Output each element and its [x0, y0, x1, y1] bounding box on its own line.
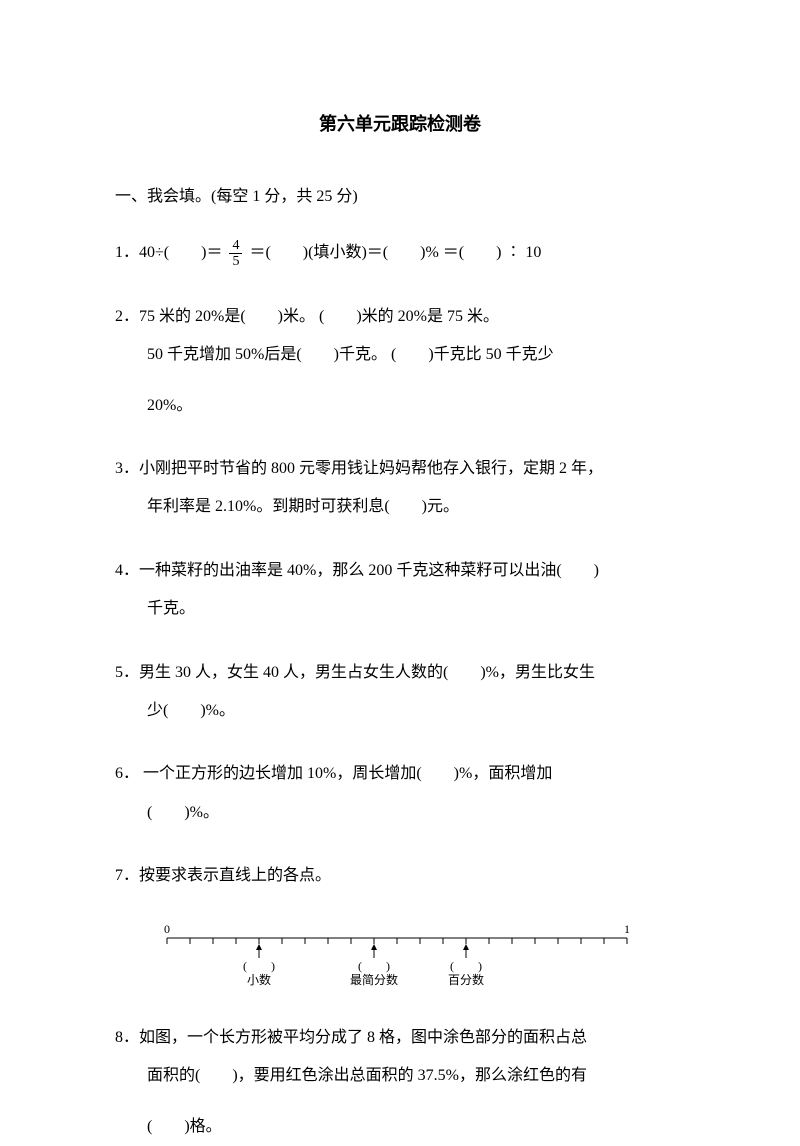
- question-6-number: 6．: [115, 755, 139, 793]
- question-8-line-2: 面积的( )，要用红色涂出总面积的 37.5%，那么涂红色的有: [115, 1057, 685, 1095]
- question-2: 2．75 米的 20%是( )米。 ( )米的 20%是 75 米。 50 千克…: [115, 298, 685, 425]
- question-4-line-2: 千克。: [115, 590, 685, 628]
- fraction-numerator: 4: [229, 238, 242, 254]
- question-2-number: 2．: [115, 298, 139, 336]
- svg-text:( ): ( ): [450, 959, 482, 973]
- question-2-line-2: 50 千克增加 50%后是( )千克。 ( )千克比 50 千克少: [115, 336, 685, 374]
- question-1-text-1: 40÷( )＝: [139, 244, 226, 261]
- question-5-number: 5．: [115, 654, 139, 692]
- question-4-number: 4．: [115, 552, 139, 590]
- question-7-number: 7．: [115, 857, 139, 895]
- question-1: 1．40÷( )＝ 45 ＝( )(填小数)＝( )% ＝( ) ∶ 10: [115, 234, 685, 272]
- fraction-denominator: 5: [229, 254, 242, 269]
- question-8-number: 8．: [115, 1019, 139, 1057]
- question-3-line-1: 小刚把平时节省的 800 元零用钱让妈妈帮他存入银行，定期 2 年，: [139, 460, 603, 477]
- question-2-line-1: 75 米的 20%是( )米。 ( )米的 20%是 75 米。: [139, 308, 499, 325]
- question-8: 8．如图，一个长方形被平均分成了 8 格，图中涂色部分的面积占总 面积的( )，…: [115, 1019, 685, 1146]
- question-3: 3．小刚把平时节省的 800 元零用钱让妈妈帮他存入银行，定期 2 年， 年利率…: [115, 450, 685, 527]
- question-8-line-3: ( )格。: [115, 1108, 685, 1146]
- question-6-line-1: 一个正方形的边长增加 10%，周长增加( )%，面积增加: [139, 765, 552, 782]
- question-5-line-1: 男生 30 人，女生 40 人，男生占女生人数的( )%，男生比女生: [139, 664, 595, 681]
- question-5: 5．男生 30 人，女生 40 人，男生占女生人数的( )%，男生比女生 少( …: [115, 654, 685, 731]
- question-4-line-1: 一种菜籽的出油率是 40%，那么 200 千克这种菜籽可以出油( ): [139, 562, 599, 579]
- number-line-diagram: 01( )小数( )最简分数( )百分数: [115, 920, 685, 999]
- question-6: 6． 一个正方形的边长增加 10%，周长增加( )%，面积增加 ( )%。: [115, 755, 685, 832]
- question-1-number: 1．: [115, 234, 139, 272]
- svg-text:( ): ( ): [358, 959, 390, 973]
- question-6-line-2: ( )%。: [115, 794, 685, 832]
- question-8-line-1: 如图，一个长方形被平均分成了 8 格，图中涂色部分的面积占总: [139, 1029, 587, 1046]
- question-1-text-2: ＝( )(填小数)＝( )% ＝( ) ∶ 10: [245, 244, 541, 261]
- svg-text:1: 1: [624, 922, 630, 936]
- svg-text:百分数: 百分数: [448, 972, 484, 987]
- svg-text:小数: 小数: [247, 972, 271, 987]
- question-3-line-2: 年利率是 2.10%。到期时可获利息( )元。: [115, 488, 685, 526]
- svg-text:( ): ( ): [243, 959, 275, 973]
- question-4: 4．一种菜籽的出油率是 40%，那么 200 千克这种菜籽可以出油( ) 千克。: [115, 552, 685, 629]
- number-line-svg: 01( )小数( )最简分数( )百分数: [147, 920, 647, 990]
- question-7: 7．按要求表示直线上的各点。: [115, 857, 685, 895]
- page-title: 第六单元跟踪检测卷: [115, 110, 685, 139]
- question-5-line-2: 少( )%。: [115, 692, 685, 730]
- question-2-line-3: 20%。: [115, 387, 685, 425]
- question-3-number: 3．: [115, 450, 139, 488]
- section-1-header: 一、我会填。(每空 1 分，共 25 分): [115, 184, 685, 210]
- svg-text:最简分数: 最简分数: [350, 972, 398, 987]
- svg-text:0: 0: [164, 922, 170, 936]
- question-7-line-1: 按要求表示直线上的各点。: [139, 867, 331, 884]
- question-1-fraction: 45: [229, 238, 242, 270]
